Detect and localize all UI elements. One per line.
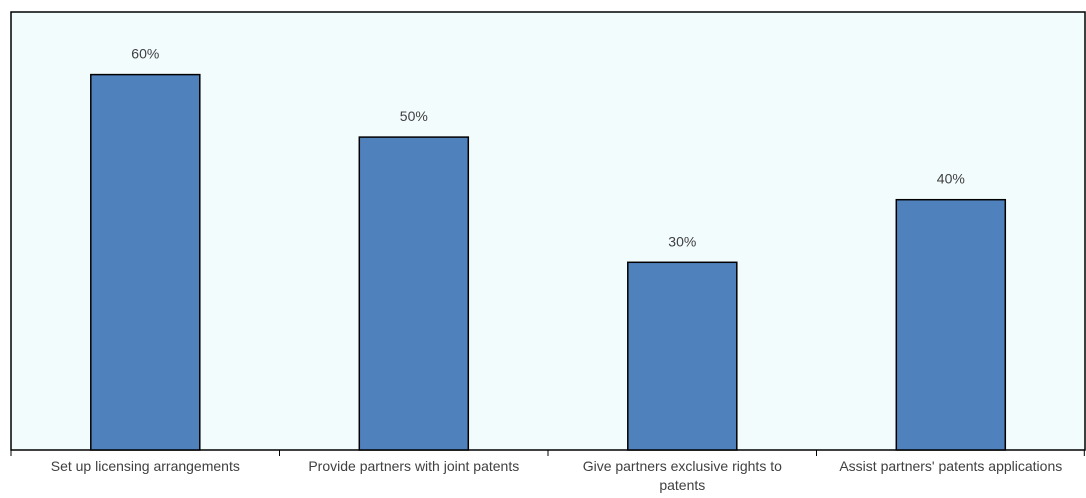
category-label-2: Provide partners with joint patents (308, 458, 519, 474)
data-label-4: 40% (937, 171, 965, 187)
category-label-4: Assist partners' patents applications (839, 458, 1062, 474)
bar-4 (895, 198, 1007, 451)
bar-2 (358, 136, 470, 451)
bar-3 (627, 261, 738, 451)
data-label-1: 60% (131, 46, 159, 62)
category-label-3: Give partners exclusive rights to patents (583, 458, 782, 493)
category-label-1: Set up licensing arrangements (51, 458, 240, 474)
data-label-3: 30% (668, 233, 696, 249)
data-label-2: 50% (400, 108, 428, 124)
bar-1 (90, 73, 201, 451)
